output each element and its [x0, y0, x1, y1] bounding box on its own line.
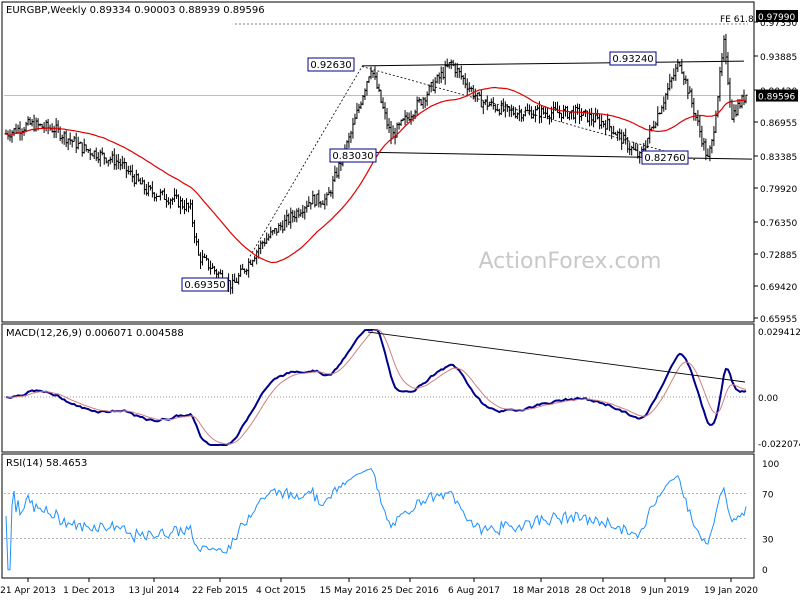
watermark: ActionForex.com — [479, 249, 662, 274]
main-y-tick-label: 0.76350 — [760, 219, 797, 229]
fe-price-box — [756, 10, 798, 22]
x-tick-label: 28 Oct 2018 — [575, 586, 631, 596]
main-y-tick-label: 0.97350 — [760, 19, 797, 29]
macd-y-tick-label: 0.00 — [758, 394, 778, 404]
price-bars — [4, 33, 748, 295]
price-annotation: 0.83030 — [329, 148, 377, 163]
x-tick-label: 25 Dec 2016 — [381, 586, 439, 596]
macd-y-tick-label: 0.029412 — [758, 328, 800, 338]
x-tick-label: 1 Dec 2013 — [63, 586, 115, 596]
main-y-tick-label: 0.83385 — [760, 153, 797, 163]
x-tick-label: 21 Apr 2013 — [0, 586, 56, 596]
x-tick-label: 13 Jul 2014 — [129, 586, 180, 596]
price-annotation: 0.82760 — [641, 150, 689, 165]
current-price-label: 0.89596 — [758, 93, 795, 103]
x-tick-label: 4 Oct 2015 — [256, 586, 306, 596]
rsi-y-tick-label: 30 — [762, 535, 774, 545]
rsi-plot — [4, 467, 748, 571]
annotation-label: 0.93240 — [612, 54, 653, 65]
price-annotation: 0.93240 — [609, 51, 657, 66]
y-axis-ticks: 0.973500.938850.904200.869550.833850.799… — [754, 10, 800, 576]
current-price-box — [756, 89, 798, 102]
price-bar — [744, 94, 748, 104]
main-y-tick-label: 0.93885 — [760, 53, 797, 63]
main-y-tick-label: 0.65955 — [760, 315, 797, 325]
macd-trendline — [367, 331, 746, 383]
annotation-label: 0.92630 — [310, 60, 351, 71]
macd-title: MACD(12,26,9) 0.006071 0.004588 — [6, 328, 184, 339]
x-tick-label: 22 Feb 2015 — [192, 586, 248, 596]
rsi-y-tick-label: 100 — [762, 460, 779, 470]
rsi-y-tick-label: 70 — [762, 491, 774, 501]
main-y-tick-label: 0.72885 — [760, 251, 797, 261]
price-annotation: 0.92630 — [307, 57, 355, 72]
rsi-title: RSI(14) 58.4653 — [6, 458, 87, 469]
annotation-label: 0.69350 — [184, 280, 225, 291]
x-tick-label: 19 Jan 2020 — [704, 586, 758, 596]
x-tick-label: 18 Mar 2018 — [512, 586, 569, 596]
main-y-tick-label: 0.86955 — [760, 119, 797, 129]
macd-y-tick-label: -0.022074 — [758, 440, 800, 450]
x-tick-label: 6 Aug 2017 — [448, 586, 500, 596]
main-title: EURGBP,Weekly 0.89334 0.90003 0.88939 0.… — [6, 5, 265, 16]
main-y-tick-label: 0.79920 — [760, 185, 797, 195]
main-y-tick-label: 0.69420 — [760, 283, 797, 293]
rsi-y-tick-label: 0 — [762, 566, 768, 576]
macd-plot — [4, 329, 748, 446]
macd-signal-line — [5, 329, 747, 445]
x-tick-label: 15 May 2016 — [320, 586, 379, 596]
rally-dotted-line — [249, 66, 363, 257]
price-annotations: 0.92630 0.93240 0.83030 0.82760 0.69350 — [181, 51, 689, 292]
x-axis-ticks: 21 Apr 2013 1 Dec 2013 13 Jul 2014 22 Feb 2… — [0, 578, 758, 596]
fe-price-label: 0.97990 — [758, 13, 795, 23]
x-tick-label: 9 Jun 2019 — [641, 586, 690, 596]
main-panel-frame — [1, 1, 755, 323]
annotation-label: 0.83030 — [332, 151, 373, 162]
main-guides — [4, 23, 753, 257]
fe-label: FE 61.8 — [720, 15, 754, 25]
channel-upper-line — [361, 60, 745, 67]
macd-panel-frame — [1, 323, 755, 453]
decline-dotted-line — [361, 66, 696, 160]
rsi-line — [5, 467, 747, 571]
annotation-label: 0.82760 — [644, 153, 685, 164]
price-annotation: 0.69350 — [181, 277, 229, 292]
rsi-panel-frame — [1, 453, 755, 579]
